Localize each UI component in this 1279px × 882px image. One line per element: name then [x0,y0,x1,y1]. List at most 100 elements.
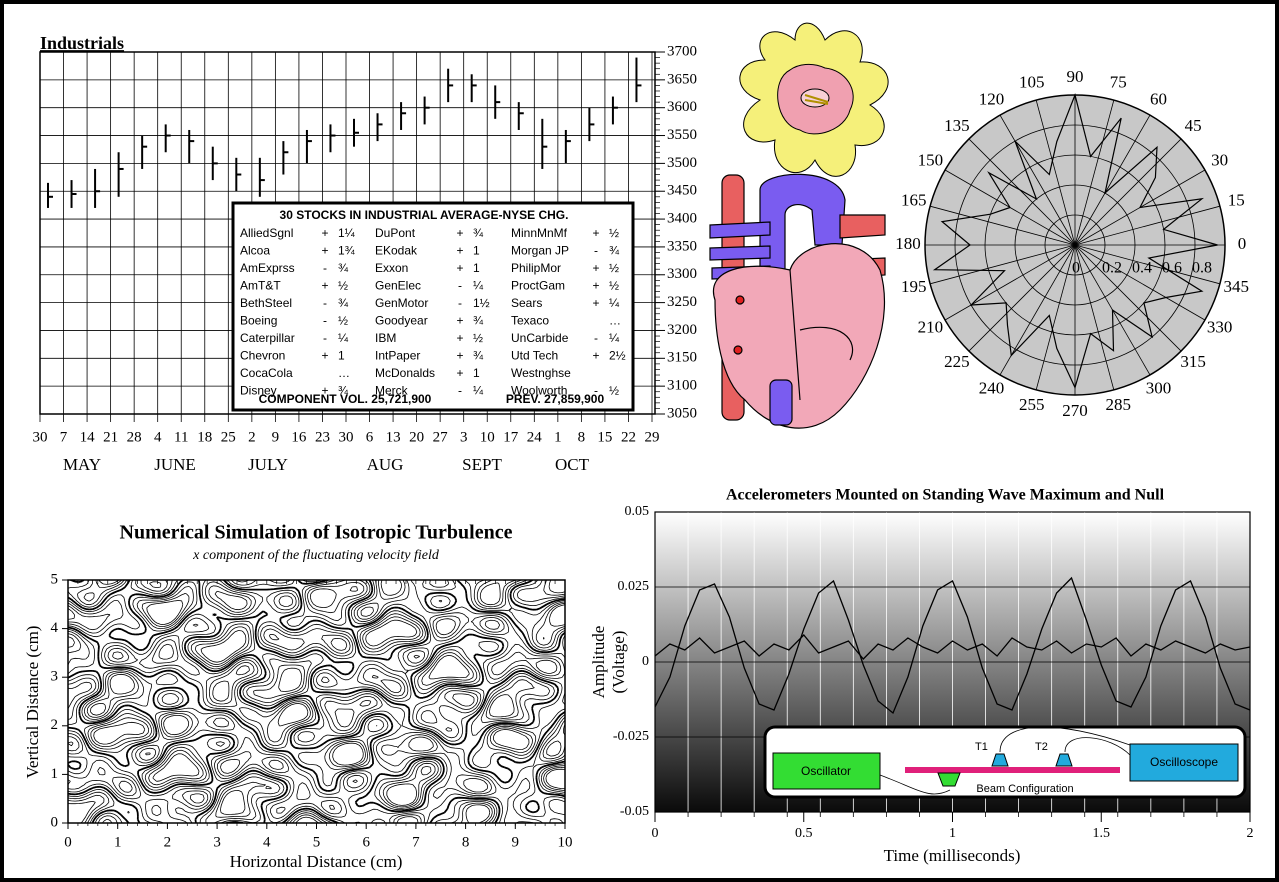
grid-spoke [1074,244,1206,321]
x-tick-label: 14 [80,429,96,445]
x-tick-label: 9 [272,429,280,445]
x-tick-label: 18 [197,429,212,445]
stock-name: DuPont [375,226,416,240]
change-sign: + [456,244,463,258]
stock-name: Morgan JP [511,244,569,258]
theta-tick-label: 60 [1150,89,1167,108]
change-value: ¼ [609,296,620,310]
y-tick-label: 3100 [667,378,697,394]
table-title: 30 STOCKS IN INDUSTRIAL AVERAGE-NYSE CHG… [280,208,569,222]
month-label: OCT [555,455,590,474]
x-axis-label: Time (milliseconds) [884,846,1021,865]
contour-line [68,580,565,823]
change-value: ½ [609,226,619,240]
change-value: ¾ [338,261,349,275]
theta-tick-label: 0 [1238,234,1247,253]
y-tick-label: 3300 [667,266,697,282]
x-tick-label: 21 [103,429,118,445]
change-sign: + [456,366,463,380]
change-sign: + [592,279,599,293]
change-sign: + [321,226,328,240]
chart-subtitle: x component of the fluctuating velocity … [192,548,440,563]
month-label: SEPT [462,455,502,474]
y-tick-label: 3500 [667,155,697,171]
theta-tick-label: 150 [918,150,944,169]
change-sign: - [458,384,462,398]
change-value: ¾ [338,296,349,310]
y-tick-label: -0.025 [613,729,649,744]
contour-line [68,580,565,823]
change-sign: - [594,244,598,258]
stock-name: PhilipMor [511,261,561,275]
change-sign: + [592,261,599,275]
y-axis-label: Amplitude [589,626,608,699]
y-tick-label: 3400 [667,211,697,227]
change-value: … [338,366,350,380]
change-sign: - [458,279,462,293]
change-value: ¾ [473,314,484,328]
month-label: JUNE [154,455,196,474]
stock-name: Merck [375,384,409,398]
table-footer: COMPONENT VOL. 25,721,900 [259,392,432,406]
grid-spoke [1074,244,1115,390]
change-sign: - [323,331,327,345]
change-value: 1¼ [338,226,356,240]
theta-tick-label: 30 [1211,150,1228,169]
y-tick-label: -0.05 [620,804,649,819]
grid-spoke [999,114,1076,246]
theta-tick-label: 255 [1019,395,1045,414]
stock-name: Boeing [240,314,277,328]
stock-name: Alcoa [240,244,270,258]
x-tick-label: 29 [645,429,660,445]
grid-spoke [1074,205,1220,246]
stock-name: GenElec [375,279,421,293]
inset-label: Beam Configuration [976,783,1073,795]
theta-tick-label: 210 [918,317,944,336]
stock-name: McDonalds [375,366,435,380]
stock-name: Utd Tech [511,349,558,363]
inset-label: Oscilloscope [1150,755,1218,769]
stock-name: Westnghse [511,366,571,380]
month-label: JULY [248,455,288,474]
oscillator [772,752,881,790]
stock-name: BethSteel [240,296,292,310]
theta-tick-label: 345 [1224,277,1250,296]
grid-spoke [1074,244,1182,352]
x-tick-label: 2 [248,429,256,445]
change-value: ¾ [338,384,349,398]
change-sign: - [458,296,462,310]
x-tick-label: 20 [409,429,424,445]
x-tick-label: 24 [527,429,543,445]
x-tick-label: 3 [213,834,221,850]
theta-tick-label: 315 [1180,352,1206,371]
chart-title: Accelerometers Mounted on Standing Wave … [726,487,1165,504]
change-sign: + [321,384,328,398]
y-tick-label: 3250 [667,294,697,310]
change-value: ½ [609,384,619,398]
table-footer: PREV. 27,859,900 [506,392,605,406]
change-sign: + [456,349,463,363]
theta-tick-label: 225 [944,352,970,371]
y-tick-label: 3700 [667,43,697,59]
month-label: AUG [367,455,404,474]
grid-spoke [930,205,1076,246]
grid-spoke [1035,100,1076,246]
y-tick-label: 3050 [667,405,697,421]
stock-name: EKodak [375,244,418,258]
y-tick-label: 3350 [667,238,697,254]
grid-spoke [1074,244,1220,285]
change-value: ½ [609,261,619,275]
series-line [654,634,1251,660]
table-box [231,201,635,412]
x-tick-label: 1 [554,429,562,445]
x-tick-label: 2 [1247,826,1254,841]
change-value: ½ [473,331,483,345]
change-sign: + [592,226,599,240]
change-value: ½ [338,314,348,328]
x-tick-label: 7 [412,834,420,850]
theta-tick-label: 300 [1146,379,1172,398]
theta-tick-label: 180 [895,234,921,253]
change-sign: - [323,314,327,328]
sensor [1055,753,1073,767]
theta-tick-label: 285 [1105,395,1131,414]
